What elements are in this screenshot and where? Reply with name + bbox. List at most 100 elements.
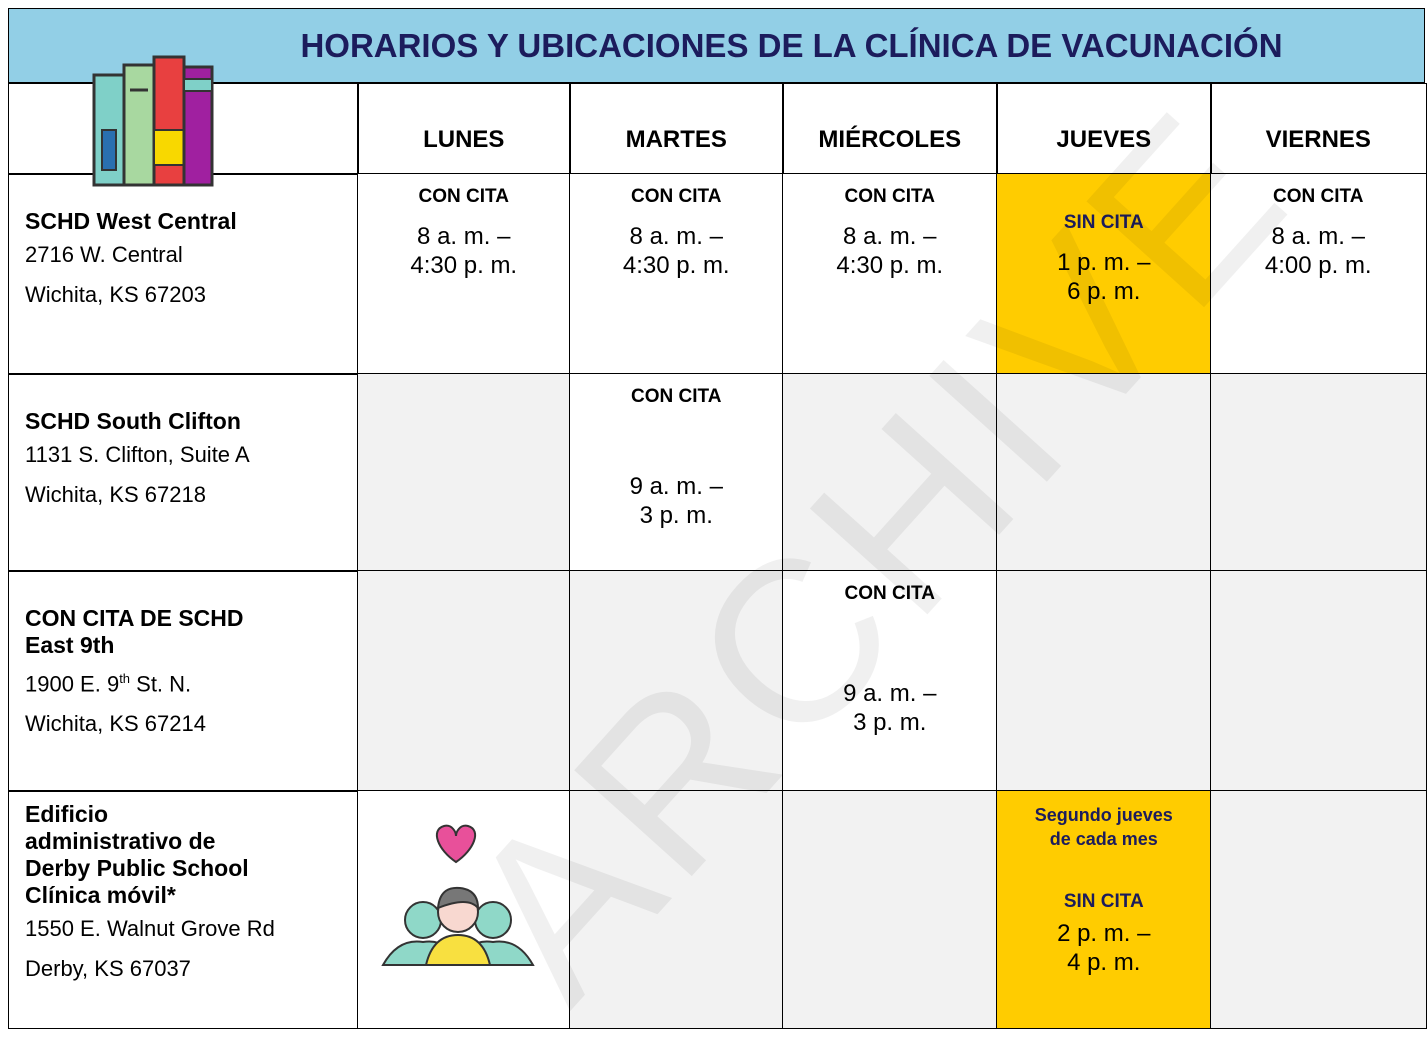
hours: 8 a. m. –4:30 p. m.: [410, 222, 517, 280]
appointment-type: CON CITA: [418, 186, 509, 207]
name-line: Edificio: [25, 801, 109, 827]
hours-line: 8 a. m. –: [629, 223, 723, 250]
hours-line: 1 p. m. –: [1057, 249, 1151, 276]
location-cell: SCHD South Clifton 1131 S. Clifton, Suite…: [8, 373, 359, 572]
name-line: SCHD South Clifton: [25, 408, 241, 434]
hours-line: 8 a. m. –: [1271, 223, 1365, 250]
schedule-cell: [1210, 570, 1427, 792]
day-label: VIERNES: [1265, 125, 1371, 153]
schedule-cell: [996, 570, 1212, 792]
schedule-cell: SIN CITA 1 p. m. –6 p. m.: [996, 173, 1212, 375]
day-label: MARTES: [625, 125, 727, 153]
schedule-cell: [357, 373, 571, 572]
address-text: Derby, KS 67037: [25, 956, 191, 981]
schedule-cell: Segundo jueves de cada mes SIN CITA 2 p. m.…: [996, 790, 1212, 1029]
schedule-cell: [569, 790, 784, 1029]
address-text: Wichita, KS 67214: [25, 711, 206, 737]
location-name: Edificio administrativo de Derby Public Sc…: [25, 801, 358, 909]
day-header: JUEVES: [996, 83, 1212, 175]
schedule-cell: CON CITA 8 a. m. –4:30 p. m.: [782, 173, 998, 375]
address-line: 1131 S. Clifton, Suite A: [25, 435, 358, 475]
appointment-type: CON CITA: [1273, 186, 1364, 207]
schedule-cell: [1210, 790, 1427, 1029]
day-header: LUNES: [357, 83, 571, 175]
address-line: 1550 E. Walnut Grove Rd: [25, 909, 358, 949]
address-line: Derby, KS 67037: [25, 949, 358, 989]
schedule-cell: [357, 570, 571, 792]
address-line: 2716 W. Central: [25, 235, 358, 275]
day-label: MIÉRCOLES: [818, 125, 962, 153]
hours-line: 8 a. m. –: [843, 223, 937, 250]
hours: 9 a. m. –3 p. m.: [630, 472, 723, 530]
day-label: LUNES: [423, 125, 505, 153]
day-header: MARTES: [569, 83, 784, 175]
appointment-type: CON CITA: [631, 386, 722, 407]
hours: 8 a. m. –4:00 p. m.: [1265, 222, 1372, 280]
hours-line: 4:30 p. m.: [410, 252, 518, 279]
hours-line: 4 p. m.: [1067, 949, 1141, 976]
hours: 8 a. m. –4:30 p. m.: [623, 222, 730, 280]
address-line: Wichita, KS 67214: [25, 704, 358, 744]
hours: 9 a. m. –3 p. m.: [843, 679, 936, 737]
schedule-cell: CON CITA 8 a. m. –4:30 p. m.: [569, 173, 784, 375]
address-line: 1900 E. 9th St. N.: [25, 659, 358, 704]
location-cell: CON CITA DE SCHD East 9th 1900 E. 9th St. …: [8, 570, 359, 792]
note: Segundo jueves de cada mes: [1035, 803, 1173, 851]
schedule-cell: [569, 570, 784, 792]
hours: 8 a. m. –4:30 p. m.: [836, 222, 943, 280]
address-text: 2716 W. Central: [25, 242, 183, 267]
address-text: 1550 E. Walnut Grove Rd: [25, 916, 275, 941]
hours: 1 p. m. –6 p. m.: [1057, 248, 1150, 306]
hours-line: 9 a. m. –: [843, 680, 937, 707]
location-cell: SCHD West Central 2716 W. Central Wichita,…: [8, 173, 359, 375]
hours-line: 3 p. m.: [639, 502, 713, 529]
address-text: Wichita, KS 67203: [25, 282, 206, 307]
appointment-type: SIN CITA: [1063, 891, 1144, 912]
hours-line: 9 a. m. –: [629, 473, 723, 500]
note-line: de cada mes: [1049, 829, 1158, 849]
hours-line: 4:30 p. m.: [836, 252, 944, 279]
hours-line: 6 p. m.: [1067, 278, 1141, 305]
name-line: Clínica móvil*: [25, 882, 176, 908]
schedule-cell: [996, 373, 1212, 572]
location-cell: Edificio administrativo de Derby Public Sc…: [8, 790, 359, 1029]
appointment-type: SIN CITA: [1063, 212, 1144, 233]
superscript: th: [119, 671, 131, 686]
name-line: CON CITA DE SCHD: [25, 605, 244, 631]
name-line: Derby Public School: [25, 855, 249, 881]
hours-line: 3 p. m.: [853, 709, 927, 736]
schedule-cell: CON CITA 9 a. m. –3 p. m.: [782, 570, 998, 792]
books-icon: [92, 55, 214, 187]
address-line: Wichita, KS 67218: [25, 475, 358, 515]
name-line: East 9th: [25, 632, 115, 658]
address-line: Wichita, KS 67203: [25, 275, 358, 315]
address-text: Wichita, KS 67218: [25, 482, 206, 507]
day-header: VIERNES: [1210, 83, 1427, 175]
schedule-cell: [782, 373, 998, 572]
address-text: 1131 S. Clifton, Suite A: [25, 442, 250, 467]
name-line: SCHD West Central: [25, 208, 237, 234]
hours: 2 p. m. –4 p. m.: [1057, 919, 1150, 977]
title: HORARIOS Y UBICACIONES DE LA CLÍNICA DE …: [8, 8, 1425, 83]
hours-line: 8 a. m. –: [417, 223, 511, 250]
hours-line: 4:00 p. m.: [1264, 252, 1372, 279]
appointment-type: CON CITA: [844, 583, 935, 604]
hours-line: 4:30 p. m.: [622, 252, 730, 279]
appointment-type: CON CITA: [844, 186, 935, 207]
location-name: SCHD South Clifton: [25, 408, 358, 435]
day-label: JUEVES: [1056, 125, 1152, 153]
hours-line: 2 p. m. –: [1057, 920, 1151, 947]
location-name: CON CITA DE SCHD East 9th: [25, 605, 358, 659]
day-header: MIÉRCOLES: [782, 83, 998, 175]
location-name: SCHD West Central: [25, 208, 358, 235]
appointment-type: CON CITA: [631, 186, 722, 207]
people-icon: [381, 824, 535, 966]
address-text: 1900 E. 9: [25, 671, 120, 697]
schedule-cell: CON CITA 8 a. m. –4:30 p. m.: [357, 173, 571, 375]
schedule-cell: CON CITA 8 a. m. –4:00 p. m.: [1210, 173, 1427, 375]
note-line: Segundo jueves: [1034, 805, 1173, 825]
schedule-cell: [1210, 373, 1427, 572]
name-line: administrativo de: [25, 828, 216, 854]
schedule-cell: CON CITA 9 a. m. –3 p. m.: [569, 373, 784, 572]
